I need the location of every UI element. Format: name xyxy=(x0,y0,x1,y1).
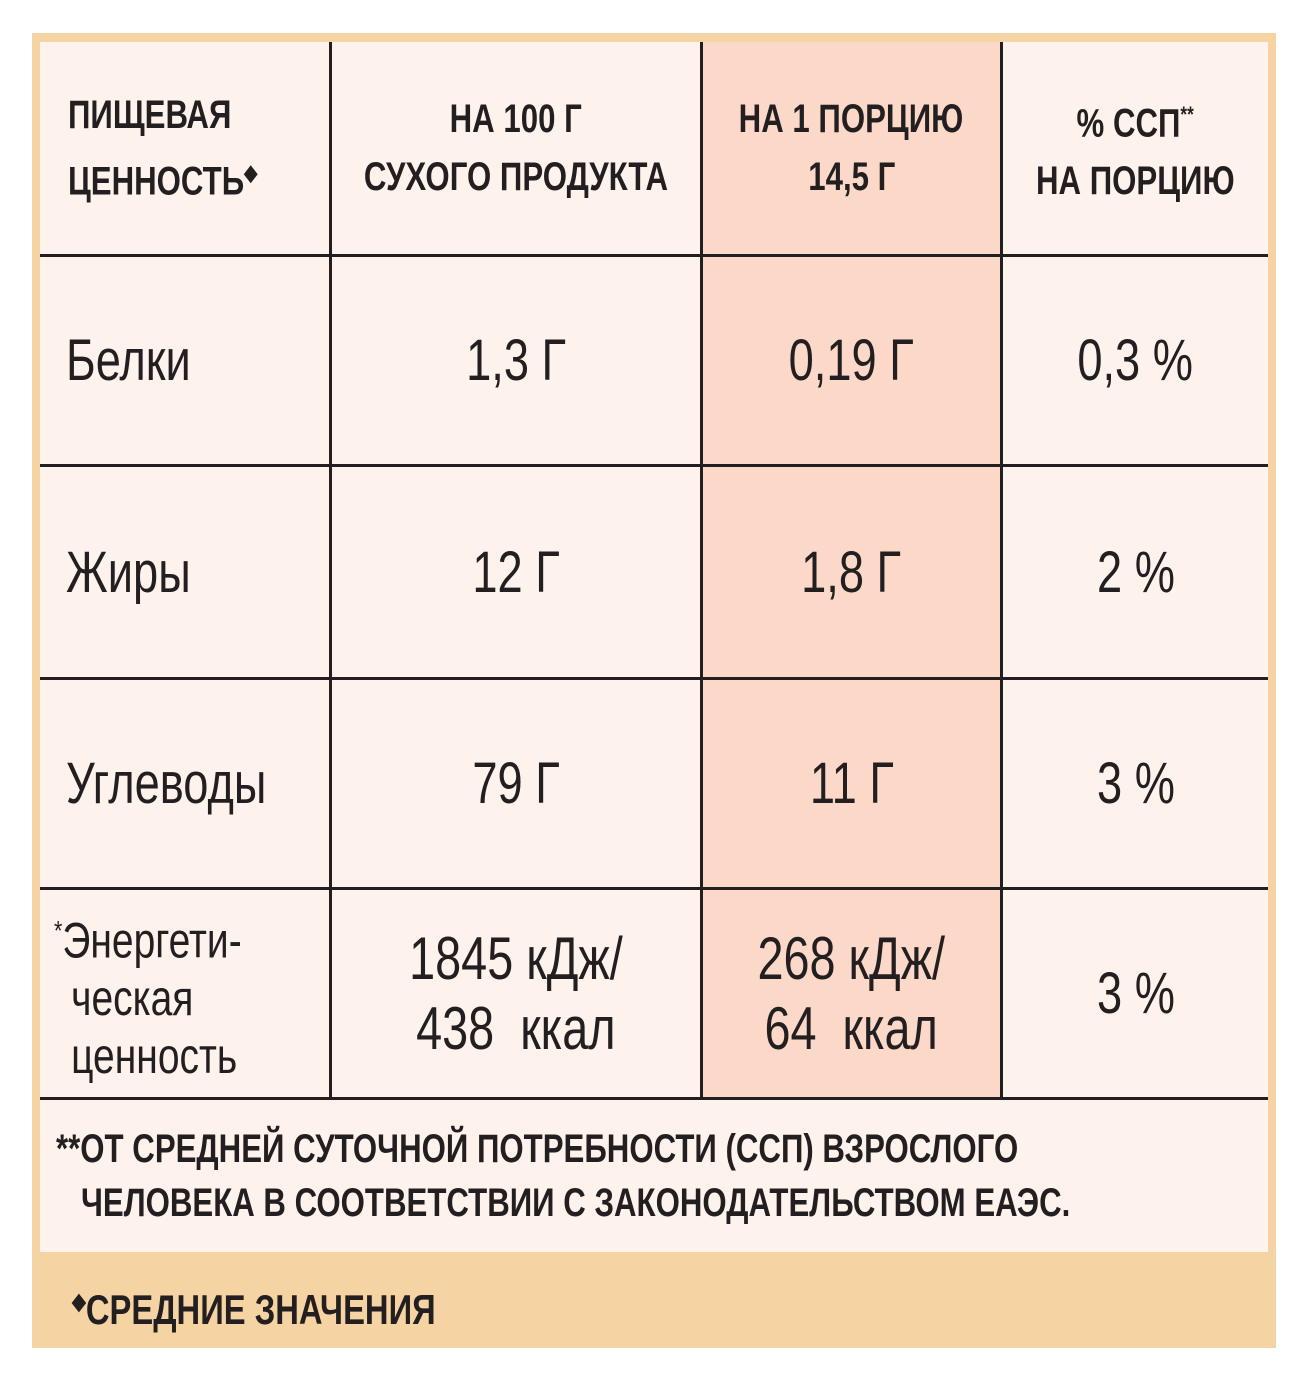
text: 11 Г xyxy=(809,751,894,816)
text: НА 1 ПОРЦИЮ xyxy=(739,97,964,141)
label-cell: Жиры xyxy=(40,467,332,680)
cell: 79 Г xyxy=(332,680,703,890)
text: 2 % xyxy=(1096,539,1175,605)
text: 14,5 Г xyxy=(807,155,896,199)
text: ЦЕННОСТЬ◆ xyxy=(68,144,257,210)
cell: 0,3 % xyxy=(1003,257,1268,467)
text: 1845 кДж/ xyxy=(409,924,623,992)
note: ◆СРЕДНИЕ ЗНАЧЕНИЯ xyxy=(72,1286,538,1334)
text: СРЕДНИЕ ЗНАЧЕНИЯ xyxy=(85,1286,436,1333)
cell: 11 Г xyxy=(703,680,1003,890)
table: ПИЩЕВАЯ ЦЕННОСТЬ◆ НА 100 Г СУХОГО ПРОДУК… xyxy=(40,42,1268,1252)
text: ◆СРЕДНИЕ ЗНАЧЕНИЯ xyxy=(72,1286,436,1334)
cell: 12 Г xyxy=(332,467,703,680)
cell: 1845 кДж/ 438 ккал xyxy=(332,890,703,1100)
cell: 3 % xyxy=(1003,680,1268,890)
label-cell: Углеводы xyxy=(40,680,332,890)
label-cell: *Энергети- ческая ценность xyxy=(40,890,332,1100)
text: 0,19 Г xyxy=(788,328,915,393)
text: ценность xyxy=(71,1028,238,1085)
text: Энергети- xyxy=(62,912,242,969)
text: Углеводы xyxy=(66,751,267,816)
header-cell: НА 100 Г СУХОГО ПРОДУКТА xyxy=(332,42,703,257)
mark: ◆ xyxy=(72,1288,86,1314)
text: 0,3 % xyxy=(1077,328,1194,393)
footnote: **ОТ СРЕДНЕЙ СУТОЧНОЙ ПОТРЕБНОСТИ (ССП) … xyxy=(40,1100,1268,1252)
text: 268 кДж/ xyxy=(757,924,946,992)
text: Жиры xyxy=(66,539,191,605)
table-bg xyxy=(40,42,1268,1252)
cell: 1,8 Г xyxy=(703,467,1003,680)
mark: * xyxy=(54,914,63,946)
text: ПИЩЕВАЯ xyxy=(68,92,232,137)
mark: ◆ xyxy=(244,159,258,185)
label-cell: Белки xyxy=(40,257,332,467)
text: НА ПОРЦИЮ xyxy=(1036,159,1235,204)
cell: 1,3 Г xyxy=(332,257,703,467)
text: 438 ккал xyxy=(416,994,616,1062)
header-cell: ПИЩЕВАЯ ЦЕННОСТЬ◆ xyxy=(40,42,332,257)
text: *Энергети- xyxy=(54,902,242,970)
text: СУХОГО ПРОДУКТА xyxy=(363,155,669,199)
cell: 2 % xyxy=(1003,467,1268,680)
text: % ССП** xyxy=(1077,86,1194,152)
cell: 0,19 Г xyxy=(703,257,1003,467)
mark: ** xyxy=(1180,101,1195,127)
text: 12 Г xyxy=(472,539,560,605)
text: Белки xyxy=(66,328,191,393)
text: 3 % xyxy=(1096,961,1175,1026)
text: ЦЕННОСТЬ xyxy=(68,159,245,204)
text: 79 Г xyxy=(472,751,560,816)
text: 1,3 Г xyxy=(466,328,566,393)
mark: ** xyxy=(56,1127,81,1171)
text: **ОТ СРЕДНЕЙ СУТОЧНОЙ ПОТРЕБНОСТИ (ССП) … xyxy=(56,1122,1018,1176)
header-cell: % ССП** НА ПОРЦИЮ xyxy=(1003,42,1268,257)
text: 3 % xyxy=(1096,751,1175,816)
text: ЧЕЛОВЕКА В СООТВЕТСТВИИ С ЗАКОНОДАТЕЛЬСТ… xyxy=(80,1181,1071,1225)
text: % ССП xyxy=(1076,101,1181,146)
cell: 268 кДж/ 64 ккал xyxy=(703,890,1003,1100)
text: 1,8 Г xyxy=(801,539,902,605)
text: НА 100 Г xyxy=(449,97,583,141)
text: ческая xyxy=(71,970,194,1027)
header-cell: НА 1 ПОРЦИЮ 14,5 Г xyxy=(703,42,1003,257)
text: ОТ СРЕДНЕЙ СУТОЧНОЙ ПОТРЕБНОСТИ (ССП) ВЗ… xyxy=(80,1127,1019,1171)
text: 64 ккал xyxy=(764,994,939,1062)
cell: 3 % xyxy=(1003,890,1268,1100)
